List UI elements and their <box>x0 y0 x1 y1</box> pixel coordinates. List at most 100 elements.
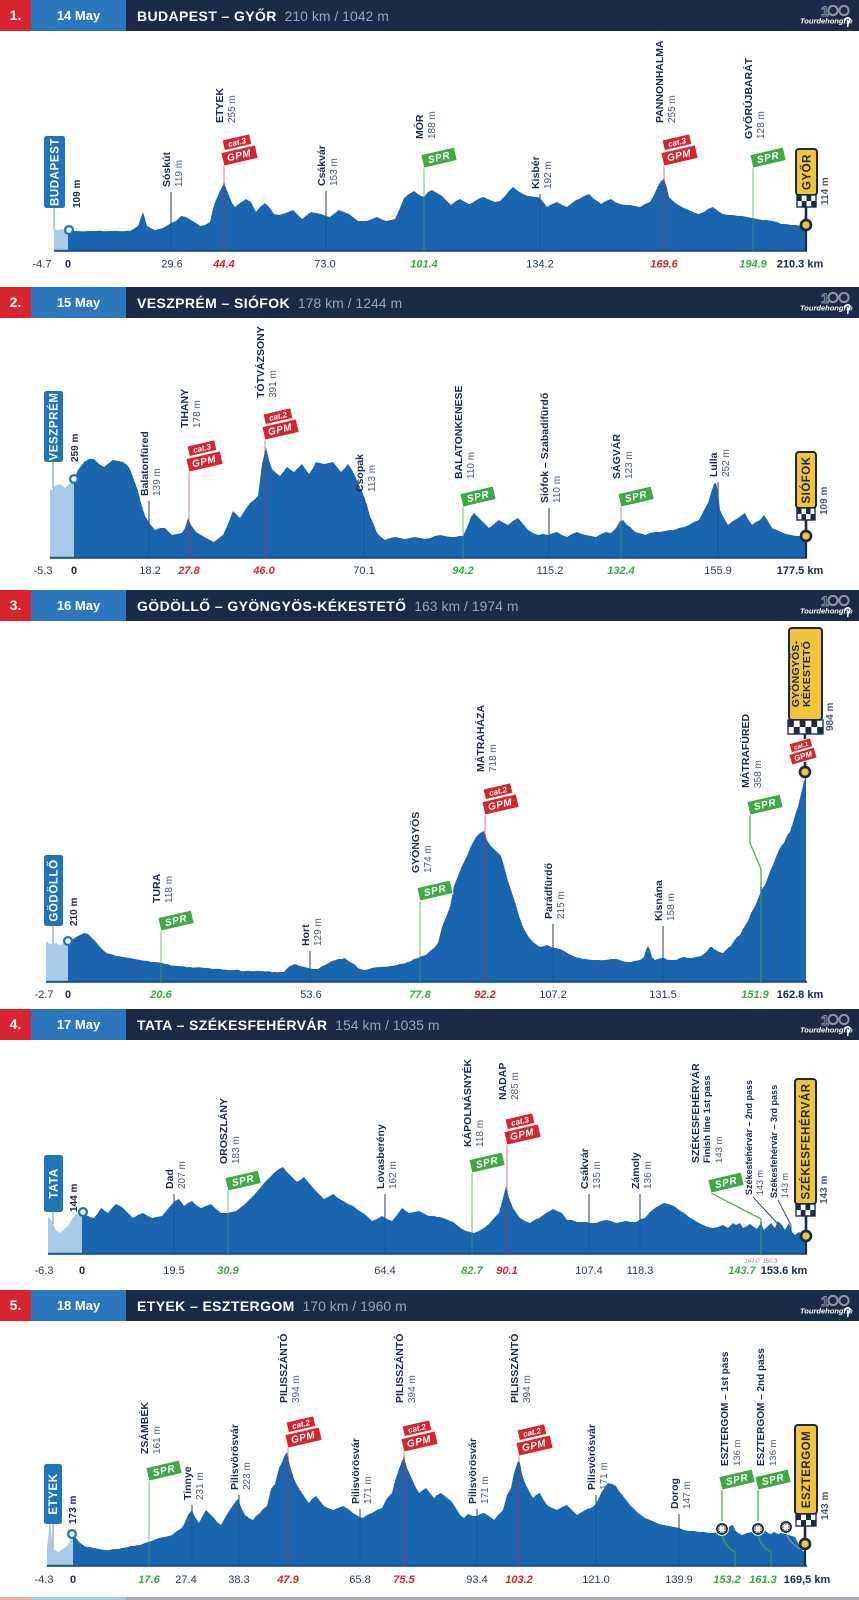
svg-text:192 m: 192 m <box>543 161 554 189</box>
svg-text:MÓR: MÓR <box>413 114 426 139</box>
svg-text:223 m: 223 m <box>242 1462 253 1490</box>
svg-text:46.0: 46.0 <box>252 565 275 577</box>
svg-text:101.4: 101.4 <box>410 259 438 271</box>
svg-text:162 m: 162 m <box>388 1161 399 1189</box>
svg-text:cat.3: cat.3 <box>192 442 212 455</box>
svg-text:394 m: 394 m <box>407 1375 418 1403</box>
svg-text:Csákvár: Csákvár <box>579 1148 591 1189</box>
svg-text:1: 1 <box>821 1293 829 1309</box>
svg-text:109 m: 109 m <box>72 180 83 208</box>
svg-text:110 m: 110 m <box>552 476 563 503</box>
svg-text:Sóskút: Sóskút <box>161 151 173 187</box>
svg-text:358 m: 358 m <box>753 760 764 788</box>
svg-text:GPM: GPM <box>521 1438 547 1454</box>
svg-text:SZÉKESFEHÉRVÁR: SZÉKESFEHÉRVÁR <box>689 1063 702 1163</box>
svg-text:TIHANY: TIHANY <box>179 389 191 428</box>
svg-text:210 m: 210 m <box>69 898 80 926</box>
svg-text:Csákvár: Csákvár <box>316 145 328 186</box>
svg-text:cat.1: cat.1 <box>793 741 810 752</box>
svg-text:TATA: TATA <box>49 1168 61 1199</box>
svg-text:SPR: SPR <box>164 913 189 929</box>
svg-text:SPR: SPR <box>624 489 649 505</box>
svg-text:Tourdehongrie: Tourdehongrie <box>800 17 853 26</box>
svg-text:73.0: 73.0 <box>314 259 335 271</box>
svg-text:255 m: 255 m <box>667 95 678 123</box>
svg-text:0: 0 <box>65 259 71 271</box>
svg-text:984 m: 984 m <box>825 703 836 731</box>
svg-text:Kisnána: Kisnána <box>653 880 665 921</box>
svg-text:cat.2: cat.2 <box>522 1426 542 1439</box>
svg-text:215 m: 215 m <box>556 891 567 919</box>
svg-text:Pilisvörösvár: Pilisvörösvár <box>467 1438 479 1504</box>
svg-text:252 m: 252 m <box>721 449 732 477</box>
svg-text:SPR: SPR <box>761 1472 786 1488</box>
svg-text:178 m: 178 m <box>192 400 203 428</box>
svg-text:109 m: 109 m <box>819 487 830 515</box>
svg-text:136 m: 136 m <box>768 1440 779 1466</box>
svg-text:231 m: 231 m <box>195 1472 206 1500</box>
svg-text:171 m: 171 m <box>363 1476 374 1504</box>
svg-text:Csopak: Csopak <box>354 454 366 492</box>
svg-text:183 m: 183 m <box>231 1136 242 1164</box>
svg-text:SPR: SPR <box>231 1173 256 1189</box>
svg-text:Tinnye: Tinnye <box>182 1466 194 1500</box>
svg-text:17.6: 17.6 <box>138 1574 160 1586</box>
svg-text:29.6: 29.6 <box>161 259 182 271</box>
svg-text:143 m: 143 m <box>780 1173 790 1198</box>
svg-text:1: 1 <box>821 1012 829 1028</box>
svg-text:27.8: 27.8 <box>177 565 200 577</box>
svg-text:259 m: 259 m <box>70 434 81 462</box>
svg-text:155.9: 155.9 <box>704 565 732 577</box>
svg-text:Tourdehongrie: Tourdehongrie <box>800 304 853 313</box>
svg-text:151.9: 151.9 <box>741 989 769 1001</box>
svg-text:SPR: SPR <box>725 1472 750 1488</box>
svg-text:Tourdehongrie: Tourdehongrie <box>800 1026 853 1035</box>
svg-text:121.0: 121.0 <box>582 1574 610 1586</box>
svg-text:cat.2: cat.2 <box>488 785 508 798</box>
svg-text:64.4: 64.4 <box>374 1265 395 1277</box>
svg-text:Lovasberény: Lovasberény <box>375 1124 387 1189</box>
svg-text:Tourdehongrie: Tourdehongrie <box>800 1307 853 1316</box>
svg-text:OROSZLÁNY: OROSZLÁNY <box>217 1098 230 1164</box>
svg-text:cat.3: cat.3 <box>227 136 247 149</box>
svg-text:188 m: 188 m <box>427 111 438 139</box>
svg-text:134.2: 134.2 <box>526 259 554 271</box>
svg-text:123 m: 123 m <box>624 451 635 479</box>
svg-text:94.2: 94.2 <box>452 565 473 577</box>
svg-text:cat.2: cat.2 <box>268 410 288 423</box>
svg-text:20.6: 20.6 <box>149 989 172 1001</box>
svg-text:255 m: 255 m <box>227 95 238 123</box>
svg-text:44.4: 44.4 <box>212 259 234 271</box>
svg-text:SPR: SPR <box>423 883 448 899</box>
svg-text:SPR: SPR <box>427 150 452 166</box>
svg-text:Dad: Dad <box>164 1169 176 1189</box>
svg-text:-4.7: -4.7 <box>33 259 52 271</box>
svg-text:BALATONKENESE: BALATONKENESE <box>453 385 465 479</box>
svg-text:Pilisvörösvár: Pilisvörösvár <box>586 1424 598 1490</box>
svg-text:PANNONHALMA: PANNONHALMA <box>654 40 666 123</box>
svg-text:173 m: 173 m <box>68 1496 79 1524</box>
svg-text:Zámoly: Zámoly <box>630 1152 642 1189</box>
svg-text:1: 1 <box>821 593 829 609</box>
svg-text:Székesfehérvár – 3rd pass: Székesfehérvár – 3rd pass <box>769 1085 779 1198</box>
svg-text:Parádfürdő: Parádfürdő <box>543 863 555 919</box>
svg-text:177.5 km: 177.5 km <box>777 565 824 577</box>
svg-text:171 m: 171 m <box>599 1462 610 1490</box>
svg-text:90.1: 90.1 <box>496 1265 517 1277</box>
svg-text:147 m: 147 m <box>682 1481 693 1509</box>
svg-text:0: 0 <box>71 565 77 577</box>
svg-text:Balatonfüred: Balatonfüred <box>139 431 151 496</box>
svg-text:161.3: 161.3 <box>749 1574 777 1586</box>
svg-text:SIÓFOK: SIÓFOK <box>800 456 813 503</box>
svg-text:65.8: 65.8 <box>349 1574 370 1586</box>
svg-text:153 m: 153 m <box>329 158 340 186</box>
svg-text:38.3: 38.3 <box>228 1574 249 1586</box>
svg-text:Pilisvörösvár: Pilisvörösvár <box>350 1438 362 1504</box>
svg-text:194.9: 194.9 <box>739 259 767 271</box>
svg-text:118 m: 118 m <box>164 876 175 903</box>
svg-text:119 m: 119 m <box>174 160 185 187</box>
svg-text:GYŐRÚJBARÁT: GYŐRÚJBARÁT <box>742 57 755 139</box>
svg-text:-6.3: -6.3 <box>35 1265 54 1277</box>
svg-text:18.2: 18.2 <box>139 565 160 577</box>
svg-text:27.4: 27.4 <box>175 1574 196 1586</box>
